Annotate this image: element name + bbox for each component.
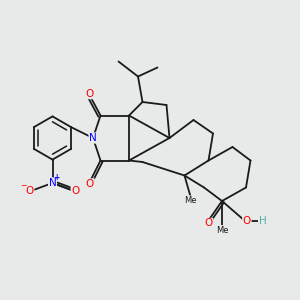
Text: O: O <box>71 185 80 196</box>
Text: O: O <box>86 179 94 189</box>
Text: Me: Me <box>184 196 197 205</box>
Text: +: + <box>54 172 60 182</box>
Text: O: O <box>26 185 34 196</box>
Text: N: N <box>89 133 97 143</box>
Text: H: H <box>259 215 266 226</box>
Text: O: O <box>86 88 94 99</box>
Text: N: N <box>49 178 56 188</box>
Text: O: O <box>243 215 251 226</box>
Text: O: O <box>204 218 213 229</box>
Text: Me: Me <box>216 226 228 235</box>
Text: −: − <box>20 181 26 190</box>
